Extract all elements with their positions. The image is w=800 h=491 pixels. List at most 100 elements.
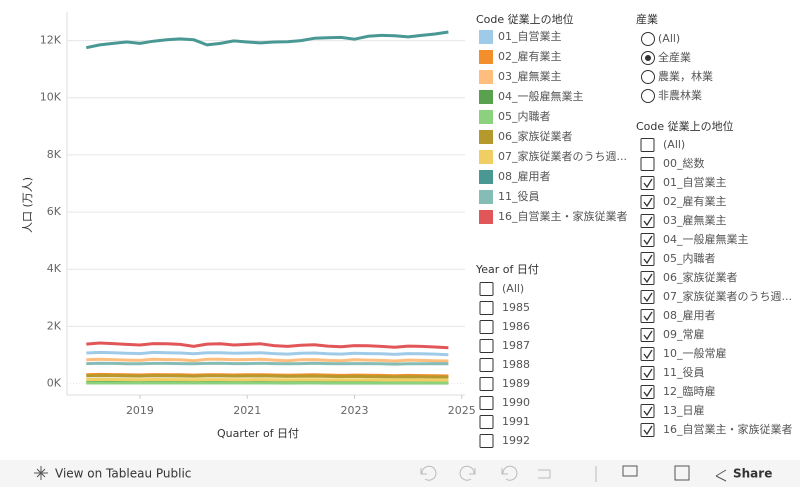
y-tick-label: 8K: [47, 148, 62, 161]
checkbox[interactable]: [641, 234, 654, 247]
legend-label: 01_自営業主: [498, 29, 562, 43]
checkbox[interactable]: [480, 435, 493, 448]
legend-swatch: [479, 190, 493, 204]
filter-title: Year of 日付: [475, 263, 539, 276]
x-tick-label: 2021: [233, 404, 261, 417]
y-tick-label: 4K: [47, 262, 62, 275]
legend-title: Code 従業上の地位: [476, 12, 574, 26]
checkbox-label[interactable]: 03_雇無業主: [663, 213, 727, 227]
y-tick-label: 10K: [40, 91, 62, 104]
legend-label: 07_家族従業者のうち週...: [498, 149, 627, 163]
legend-label: 03_雇無業主: [498, 69, 562, 83]
legend-swatch: [479, 110, 493, 124]
series-line: [86, 376, 448, 378]
checkbox[interactable]: [480, 302, 493, 315]
checkbox-label[interactable]: 05_内職者: [663, 251, 716, 265]
checkbox-label[interactable]: 1988: [502, 358, 530, 371]
checkbox[interactable]: [641, 348, 654, 361]
checkbox[interactable]: [641, 272, 654, 285]
checkbox-label[interactable]: 06_家族従業者: [663, 270, 738, 284]
radio-label[interactable]: 全産業: [658, 50, 691, 64]
checkbox-label[interactable]: 09_常雇: [663, 327, 705, 341]
series-line: [86, 32, 448, 48]
checkbox[interactable]: [641, 424, 654, 437]
checkbox[interactable]: [641, 386, 654, 399]
share-button[interactable]: Share: [733, 467, 772, 481]
legend-swatch: [479, 90, 493, 104]
checkbox[interactable]: [641, 405, 654, 418]
checkbox[interactable]: [641, 329, 654, 342]
filter-title: 産業: [636, 13, 658, 26]
checkbox[interactable]: [480, 340, 493, 353]
legend-label: 05_内職者: [498, 109, 551, 123]
legend-label: 02_雇有業主: [498, 49, 562, 63]
checkbox-label[interactable]: 10_一般常雇: [663, 346, 727, 360]
legend-swatch: [479, 210, 493, 224]
checkbox[interactable]: [641, 291, 654, 304]
y-axis-title: 人口 (万人): [21, 177, 34, 233]
checkbox-label[interactable]: (All): [663, 138, 685, 151]
y-tick-label: 12K: [40, 34, 62, 47]
radio-label[interactable]: 非農林業: [658, 88, 702, 102]
checkbox-label[interactable]: 1989: [502, 377, 530, 390]
legend-swatch: [479, 130, 493, 144]
checkbox-label[interactable]: 04_一般雇無業主: [663, 232, 749, 246]
checkbox-label[interactable]: (All): [502, 282, 524, 295]
checkbox[interactable]: [480, 283, 493, 296]
checkbox-label[interactable]: 1987: [502, 339, 530, 352]
radio[interactable]: [642, 90, 655, 103]
legend-label: 06_家族従業者: [498, 129, 573, 143]
checkbox-label[interactable]: 12_臨時雇: [663, 384, 716, 398]
legend-swatch: [479, 70, 493, 84]
x-axis-title: Quarter of 日付: [217, 427, 299, 440]
checkbox[interactable]: [480, 397, 493, 410]
checkbox-label[interactable]: 02_雇有業主: [663, 194, 727, 208]
radio-label[interactable]: (All): [658, 32, 680, 45]
checkbox-label[interactable]: 13_日雇: [663, 403, 705, 417]
checkbox-label[interactable]: 1991: [502, 415, 530, 428]
checkbox[interactable]: [641, 253, 654, 266]
checkbox-label[interactable]: 08_雇用者: [663, 308, 716, 322]
checkbox[interactable]: [480, 321, 493, 334]
legend-swatch: [479, 170, 493, 184]
checkbox-label[interactable]: 1985: [502, 301, 530, 314]
checkbox-label[interactable]: 11_役員: [663, 365, 705, 379]
checkbox[interactable]: [641, 196, 654, 209]
legend-label: 11_役員: [498, 189, 540, 203]
y-tick-label: 6K: [47, 205, 62, 218]
checkbox[interactable]: [641, 367, 654, 380]
radio-label[interactable]: 農業，林業: [658, 69, 713, 83]
checkbox[interactable]: [641, 215, 654, 228]
x-tick-label: 2025: [448, 404, 476, 417]
legend-label: 16_自営業主・家族従業者: [498, 209, 628, 223]
checkbox-label[interactable]: 1986: [502, 320, 530, 333]
checkbox-label[interactable]: 00_総数: [663, 156, 705, 170]
legend-swatch: [479, 30, 493, 44]
view-link[interactable]: View on Tableau Public: [55, 467, 191, 481]
series-line: [86, 359, 448, 361]
checkbox[interactable]: [480, 378, 493, 391]
checkbox[interactable]: [641, 158, 654, 171]
x-tick-label: 2019: [126, 404, 154, 417]
radio[interactable]: [642, 71, 655, 84]
legend-label: 04_一般雇無業主: [498, 89, 584, 103]
checkbox-label[interactable]: 1990: [502, 396, 530, 409]
checkbox-label[interactable]: 16_自営業主・家族従業者: [663, 422, 793, 436]
series-line: [86, 379, 448, 380]
checkbox[interactable]: [480, 416, 493, 429]
series-line: [86, 343, 448, 348]
radio[interactable]: [642, 33, 655, 46]
filter-title: Code 従業上の地位: [636, 119, 734, 133]
radio-dot: [645, 55, 651, 61]
checkbox[interactable]: [641, 139, 654, 152]
checkbox-label[interactable]: 1992: [502, 434, 530, 447]
checkbox[interactable]: [641, 310, 654, 323]
checkbox-label[interactable]: 07_家族従業者のうち週...: [663, 289, 792, 303]
legend-swatch: [479, 150, 493, 164]
x-tick-label: 2023: [341, 404, 369, 417]
checkbox-label[interactable]: 01_自営業主: [663, 175, 727, 189]
legend-swatch: [479, 50, 493, 64]
checkbox[interactable]: [641, 177, 654, 190]
checkbox[interactable]: [480, 359, 493, 372]
